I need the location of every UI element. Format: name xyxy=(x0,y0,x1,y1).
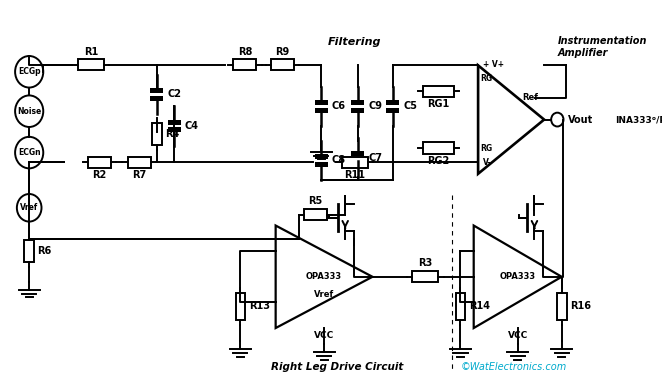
Bar xyxy=(351,108,364,113)
Bar xyxy=(386,100,399,105)
Bar xyxy=(150,88,164,93)
Text: R7: R7 xyxy=(132,170,146,180)
Text: V-: V- xyxy=(483,158,491,167)
Bar xyxy=(234,60,256,70)
Text: RG2: RG2 xyxy=(428,156,449,166)
Bar xyxy=(271,60,294,70)
Text: R14: R14 xyxy=(469,301,491,312)
Text: Vref: Vref xyxy=(20,203,38,212)
Bar xyxy=(77,60,104,70)
Bar xyxy=(128,157,151,168)
Text: VCC: VCC xyxy=(314,331,334,341)
Text: RG: RG xyxy=(480,74,492,83)
Text: C2: C2 xyxy=(167,89,181,99)
Text: Vout: Vout xyxy=(568,115,593,125)
Text: OPA333: OPA333 xyxy=(500,272,536,281)
Text: R8: R8 xyxy=(238,47,252,57)
Bar xyxy=(236,293,246,320)
Bar xyxy=(351,159,364,164)
Bar xyxy=(342,157,368,168)
Text: Instrumentation
Amplifier: Instrumentation Amplifier xyxy=(557,36,647,58)
Text: R2: R2 xyxy=(93,170,107,180)
Text: C8: C8 xyxy=(332,156,346,166)
Text: R11: R11 xyxy=(344,170,365,180)
Bar xyxy=(150,96,164,101)
Bar xyxy=(168,120,181,125)
Bar xyxy=(152,123,162,145)
Text: R1: R1 xyxy=(83,47,98,57)
Bar xyxy=(315,100,328,105)
Text: R4: R4 xyxy=(166,129,180,139)
Bar xyxy=(412,271,438,282)
Bar xyxy=(168,127,181,132)
Text: C6: C6 xyxy=(332,101,346,111)
Text: R6: R6 xyxy=(36,246,51,256)
Bar xyxy=(423,142,454,154)
Text: C9: C9 xyxy=(368,101,382,111)
Text: Noise: Noise xyxy=(17,107,41,116)
Text: R3: R3 xyxy=(418,258,432,268)
Text: C4: C4 xyxy=(185,121,199,131)
Text: Filtering: Filtering xyxy=(328,37,381,47)
Text: C5: C5 xyxy=(403,101,417,111)
Text: R16: R16 xyxy=(571,301,592,312)
Bar xyxy=(315,108,328,113)
Text: VCC: VCC xyxy=(508,331,528,341)
Text: ECGn: ECGn xyxy=(18,148,40,157)
Bar xyxy=(351,100,364,105)
Bar xyxy=(386,108,399,113)
Text: ©WatElectronics.com: ©WatElectronics.com xyxy=(460,362,567,372)
Text: ECGp: ECGp xyxy=(18,67,40,76)
Bar xyxy=(24,240,34,262)
Text: R9: R9 xyxy=(275,47,290,57)
Text: R13: R13 xyxy=(250,301,270,312)
Text: C7: C7 xyxy=(368,152,382,163)
Bar xyxy=(351,151,364,156)
Text: Right Leg Drive Circuit: Right Leg Drive Circuit xyxy=(271,362,403,372)
Text: OPA333: OPA333 xyxy=(306,272,342,281)
Bar xyxy=(88,157,111,168)
Bar xyxy=(455,293,465,320)
Text: Vref: Vref xyxy=(314,290,334,299)
Text: R5: R5 xyxy=(308,196,322,206)
Bar xyxy=(315,162,328,167)
Bar xyxy=(304,209,327,220)
Text: RG: RG xyxy=(480,144,492,153)
Text: Ref: Ref xyxy=(522,93,538,103)
Text: RG1: RG1 xyxy=(428,99,449,110)
Text: INA333ᵒ/P: INA333ᵒ/P xyxy=(615,115,662,124)
Text: + V+: + V+ xyxy=(483,60,504,69)
Bar xyxy=(423,86,454,98)
Bar xyxy=(315,154,328,159)
Bar xyxy=(557,293,567,320)
